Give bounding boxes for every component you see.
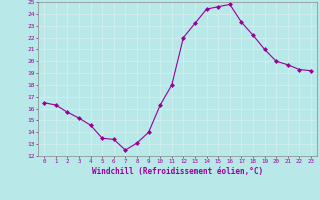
X-axis label: Windchill (Refroidissement éolien,°C): Windchill (Refroidissement éolien,°C) — [92, 167, 263, 176]
